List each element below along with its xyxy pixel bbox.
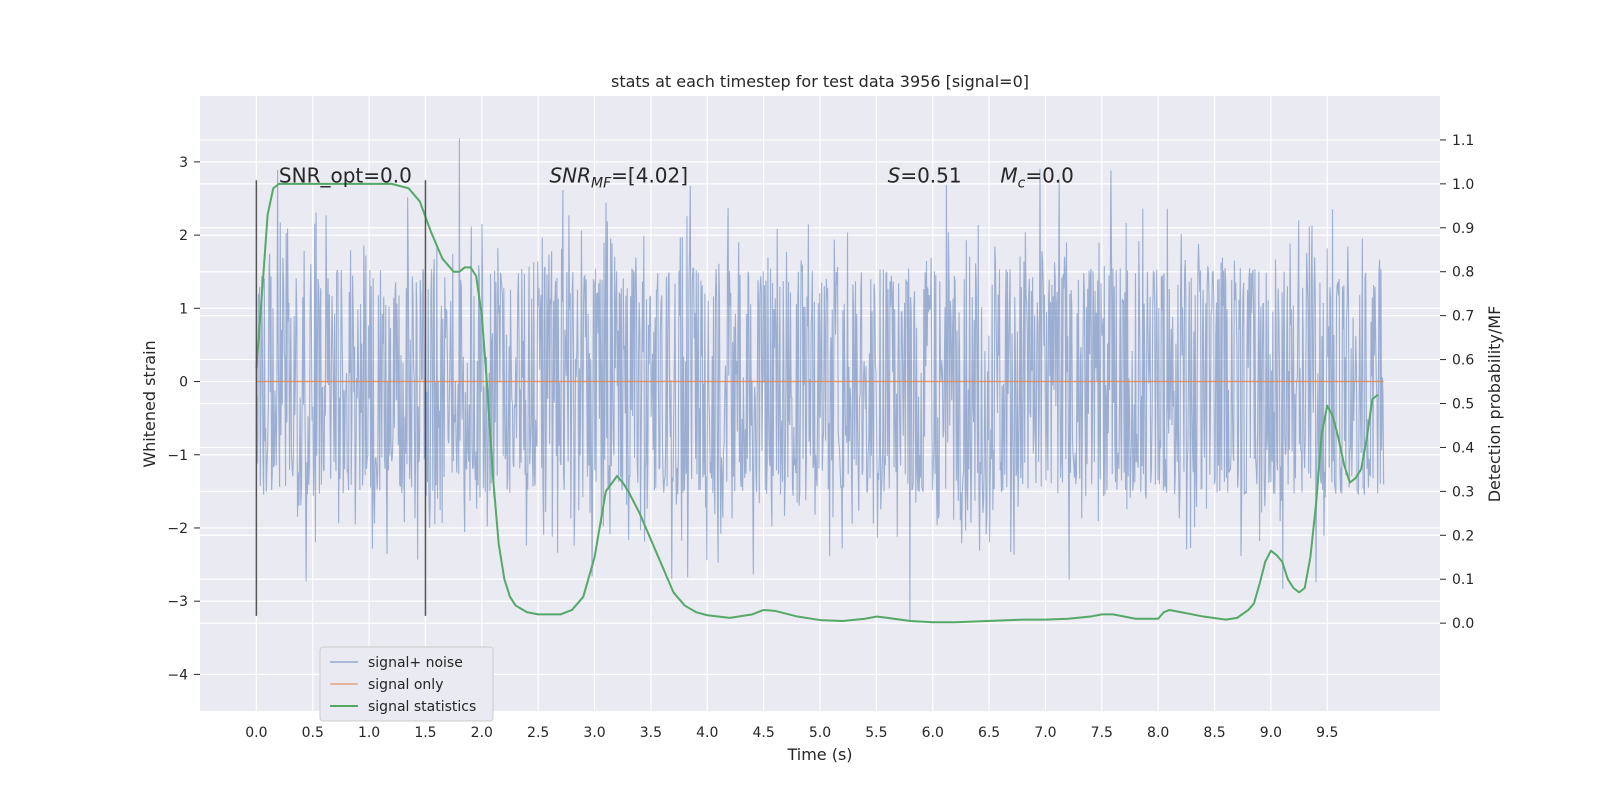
x-tick-label: 2.0 [471, 725, 493, 741]
tick-layer: 0.0 0.5 1.0 1.5 2.0 2.5 3.0 3.5 4.0 4.5 5.0 5.5 6.0 6… [167, 133, 1474, 741]
series-signal-statistics-line [255, 182, 1379, 624]
y2-tick-label: 0.2 [1452, 528, 1474, 544]
annotation-snr-mf-subscript: MF [591, 176, 612, 192]
annotation-s-stat: S=0.51 [888, 164, 962, 188]
x-tick-label: 9.5 [1316, 725, 1338, 741]
x-tick-label: 8.5 [1203, 725, 1225, 741]
annotation-snr-mf: SNRMF=[4.02] [549, 164, 688, 192]
annotation-snr-mf-value: =[4.02] [611, 164, 688, 188]
x-tick-label: 8.0 [1147, 725, 1169, 741]
y-tick-label: −4 [167, 667, 188, 683]
x-tick-label: 9.0 [1260, 725, 1282, 741]
annotation-mc-stat-value: =0.0 [1025, 164, 1074, 188]
x-tick-label: 6.0 [922, 725, 944, 741]
y2-tick-label: 1.1 [1452, 133, 1474, 149]
noise-layer [255, 138, 1385, 621]
y2-tick-label: 1.0 [1452, 177, 1474, 193]
annotation-s-stat-value: =0.51 [900, 164, 961, 188]
legend-label-signal-statistics: signal statistics [368, 699, 476, 715]
x-tick-label: 7.0 [1034, 725, 1056, 741]
y2-tick-label: 0.3 [1452, 484, 1474, 500]
y2-axis-label: Detection probability/MF [1485, 306, 1504, 503]
annotation-mc-stat: Mc=0.0 [1000, 164, 1074, 192]
legend-label-signal-only: signal only [368, 677, 443, 693]
annotation-snr-opt-main: SNR_opt=0.0 [279, 164, 412, 188]
y2-tick-label: 0.6 [1452, 353, 1474, 369]
y-tick-label: −1 [167, 448, 188, 464]
annotation-mc-stat-subscript: c [1018, 176, 1026, 192]
y-tick-label: 1 [179, 301, 188, 317]
y-tick-label: 2 [179, 228, 188, 244]
y2-tick-label: 0.5 [1452, 397, 1474, 413]
y2-tick-label: 0.4 [1452, 440, 1474, 456]
y-tick-label: 0 [179, 375, 188, 391]
series-layer [255, 182, 1384, 624]
x-tick-label: 2.5 [527, 725, 549, 741]
annotation-s-stat-main: S [888, 164, 901, 188]
x-tick-label: 3.5 [640, 725, 662, 741]
x-axis-label: Time (s) [786, 745, 852, 764]
y-axis-label: Whitened strain [140, 340, 159, 467]
x-tick-label: 5.5 [865, 725, 887, 741]
legend-box [319, 646, 494, 722]
y-tick-label: −3 [167, 594, 188, 610]
x-tick-label: 0.5 [302, 725, 324, 741]
x-tick-label: 3.0 [583, 725, 605, 741]
annotation-mc-stat-main: M [1000, 164, 1017, 188]
y2-tick-label: 0.7 [1452, 309, 1474, 325]
chart-title: stats at each timestep for test data 395… [611, 72, 1029, 91]
y2-tick-label: 0.1 [1452, 572, 1474, 588]
x-tick-label: 0.0 [245, 725, 267, 741]
y-tick-label: −2 [167, 521, 188, 537]
annotation-snr-opt: SNR_opt=0.0 [279, 164, 412, 188]
x-tick-label: 1.0 [358, 725, 380, 741]
vline-layer [255, 180, 427, 616]
y-tick-label: 3 [179, 155, 188, 171]
legend: signal+ noise signal only signal statist… [319, 646, 494, 722]
x-tick-label: 4.0 [696, 725, 718, 741]
x-tick-label: 1.5 [414, 725, 436, 741]
legend-label-signal-noise: signal+ noise [368, 655, 463, 671]
annotation-snr-mf-main: SNR [549, 164, 591, 188]
y2-tick-label: 0.9 [1452, 221, 1474, 237]
y2-tick-label: 0.0 [1452, 616, 1474, 632]
x-tick-label: 5.0 [809, 725, 831, 741]
x-tick-label: 7.5 [1091, 725, 1113, 741]
annotation-layer: SNR_opt=0.0 SNRMF=[4.02] S=0.51 Mc=0.0 [279, 164, 1074, 192]
x-tick-label: 6.5 [978, 725, 1000, 741]
x-tick-label: 4.5 [753, 725, 775, 741]
series-signal-noise-line [255, 138, 1385, 621]
y2-tick-label: 0.8 [1452, 265, 1474, 281]
